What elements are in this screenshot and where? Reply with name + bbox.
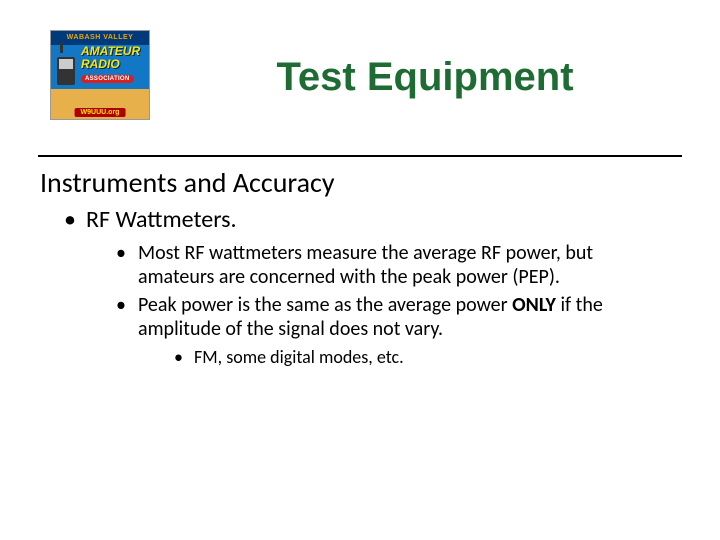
logo-callsign: W9UUU.org — [75, 108, 126, 117]
logo-mid: AMATEUR RADIO ASSOCIATION — [51, 45, 149, 89]
logo-assoc: ASSOCIATION — [81, 75, 134, 83]
bullet-text: RF Wattmeters. — [86, 205, 237, 234]
bullet-text-pre: Peak power is the same as the average po… — [138, 293, 512, 317]
title-divider — [38, 155, 682, 157]
list-item: Peak power is the same as the average po… — [86, 293, 670, 369]
slide: WABASH VALLEY AMATEUR RADIO ASSOCIATION … — [0, 0, 720, 540]
club-logo: WABASH VALLEY AMATEUR RADIO ASSOCIATION … — [50, 30, 150, 120]
bullet-list-lvl2: Most RF wattmeters measure the average R… — [86, 241, 670, 369]
list-item: RF Wattmeters. Most RF wattmeters measur… — [40, 206, 670, 368]
logo-text: AMATEUR RADIO — [81, 45, 140, 71]
bullet-text: FM, some digital modes, etc. — [194, 346, 404, 368]
handheld-radio-icon — [57, 49, 77, 85]
slide-title: Test Equipment — [170, 55, 680, 100]
bullet-list-lvl1: RF Wattmeters. Most RF wattmeters measur… — [40, 206, 670, 368]
logo-top-bar: WABASH VALLEY — [51, 31, 149, 45]
bullet-text-bold: ONLY — [512, 293, 556, 317]
logo-bottom: W9UUU.org — [51, 89, 149, 119]
slide-body: Instruments and Accuracy RF Wattmeters. … — [40, 165, 670, 368]
bullet-text: Most RF wattmeters measure the average R… — [138, 241, 593, 289]
logo-line1: AMATEUR — [81, 44, 140, 58]
list-item: FM, some digital modes, etc. — [138, 347, 670, 369]
list-item: Most RF wattmeters measure the average R… — [86, 241, 670, 289]
section-heading: Instruments and Accuracy — [40, 165, 670, 200]
bullet-list-lvl3: FM, some digital modes, etc. — [138, 347, 670, 369]
logo-line2: RADIO — [81, 57, 120, 71]
